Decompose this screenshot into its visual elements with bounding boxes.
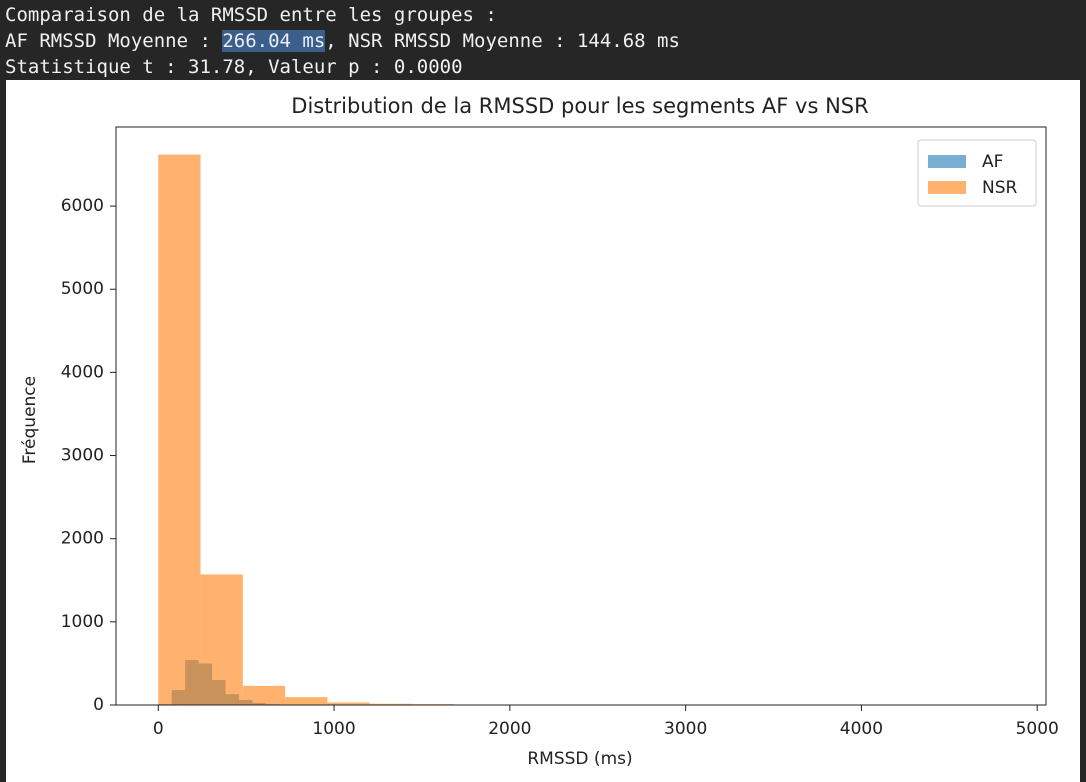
histogram-bar bbox=[327, 702, 370, 705]
histogram-bar bbox=[242, 685, 286, 705]
x-tick-label: 4000 bbox=[840, 719, 883, 739]
legend-swatch bbox=[928, 155, 966, 168]
x-tick-label: 0 bbox=[153, 719, 164, 739]
legend-box bbox=[917, 139, 1037, 207]
x-tick-label: 3000 bbox=[664, 719, 707, 739]
console-line: Statistique t : 31.78, Valeur p : 0.0000 bbox=[5, 56, 463, 78]
chart: Distribution de la RMSSD pour les segmen… bbox=[6, 80, 1080, 782]
plot-frame bbox=[115, 126, 1047, 706]
histogram-bar bbox=[200, 574, 243, 705]
y-tick-label: 4000 bbox=[61, 362, 104, 382]
legend: AF NSR bbox=[917, 139, 1037, 207]
legend-label: NSR bbox=[982, 178, 1018, 198]
console-output: Comparaison de la RMSSD entre les groupe… bbox=[0, 0, 1086, 80]
histogram-bar bbox=[369, 703, 412, 705]
x-tick-label: 2000 bbox=[488, 719, 531, 739]
console-line: AF RMSSD Moyenne : bbox=[5, 30, 223, 52]
y-tick-label: 0 bbox=[93, 695, 104, 715]
y-tick-label: 2000 bbox=[61, 529, 104, 549]
console-line: , NSR RMSSD Moyenne : 144.68 ms bbox=[325, 30, 680, 52]
y-tick-label: 1000 bbox=[61, 612, 104, 632]
x-axis-label: RMSSD (ms) bbox=[527, 749, 632, 769]
x-tick-label: 1000 bbox=[312, 719, 355, 739]
y-axis-label: Fréquence bbox=[20, 376, 40, 464]
console-line: Comparaison de la RMSSD entre les groupe… bbox=[5, 4, 497, 26]
histogram-bar bbox=[158, 154, 201, 705]
y-tick-label: 6000 bbox=[61, 196, 104, 216]
x-tick-label: 5000 bbox=[1016, 719, 1059, 739]
chart-title: Distribution de la RMSSD pour les segmen… bbox=[291, 94, 868, 118]
y-tick-label: 3000 bbox=[61, 446, 104, 466]
selected-text[interactable]: 266.04 ms bbox=[222, 30, 326, 52]
y-tick-label: 5000 bbox=[61, 279, 104, 299]
legend-label: AF bbox=[982, 152, 1003, 172]
legend-swatch bbox=[928, 181, 966, 194]
histogram-bar bbox=[285, 697, 328, 705]
